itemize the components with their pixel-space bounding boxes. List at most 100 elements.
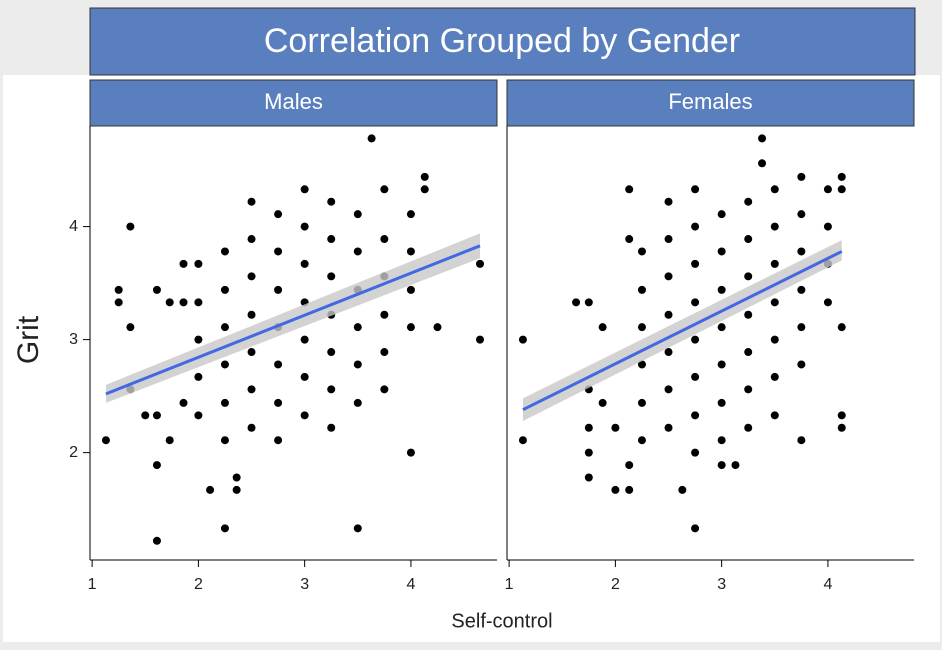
x-tick-label: 2 bbox=[611, 576, 620, 593]
point bbox=[717, 461, 726, 470]
point bbox=[406, 247, 415, 256]
point bbox=[625, 485, 634, 494]
point bbox=[179, 298, 188, 307]
point bbox=[691, 222, 700, 231]
point bbox=[637, 285, 646, 294]
point bbox=[247, 272, 256, 281]
point bbox=[691, 185, 700, 194]
point bbox=[664, 385, 673, 394]
point bbox=[300, 259, 309, 268]
point bbox=[194, 259, 203, 268]
point bbox=[717, 398, 726, 407]
point bbox=[625, 461, 634, 470]
point bbox=[179, 398, 188, 407]
point bbox=[327, 423, 336, 432]
point bbox=[770, 335, 779, 344]
point bbox=[823, 298, 832, 307]
point bbox=[247, 235, 256, 244]
point bbox=[126, 323, 135, 332]
point bbox=[744, 272, 753, 281]
point bbox=[797, 360, 806, 369]
point bbox=[327, 235, 336, 244]
point bbox=[152, 461, 161, 470]
y-tick-label: 4 bbox=[69, 218, 78, 235]
point bbox=[744, 423, 753, 432]
point bbox=[691, 335, 700, 344]
point bbox=[194, 411, 203, 420]
x-tick-label: 4 bbox=[406, 576, 415, 593]
point bbox=[584, 423, 593, 432]
point bbox=[220, 398, 229, 407]
point bbox=[691, 448, 700, 457]
point bbox=[678, 485, 687, 494]
x-tick-label: 3 bbox=[300, 576, 309, 593]
point bbox=[518, 436, 527, 445]
point bbox=[717, 360, 726, 369]
point bbox=[770, 222, 779, 231]
point bbox=[327, 197, 336, 206]
point bbox=[247, 385, 256, 394]
point bbox=[744, 197, 753, 206]
point bbox=[194, 335, 203, 344]
point bbox=[611, 423, 620, 432]
point bbox=[664, 235, 673, 244]
point bbox=[206, 485, 215, 494]
point bbox=[744, 235, 753, 244]
point bbox=[637, 360, 646, 369]
chart-title: Correlation Grouped by Gender bbox=[264, 22, 740, 60]
point bbox=[274, 398, 283, 407]
point bbox=[664, 197, 673, 206]
point bbox=[797, 210, 806, 219]
point bbox=[114, 285, 123, 294]
fit-line bbox=[105, 244, 481, 396]
strip-label: Females bbox=[668, 89, 752, 114]
point bbox=[406, 448, 415, 457]
point bbox=[165, 298, 174, 307]
strip bbox=[506, 79, 915, 127]
point bbox=[797, 285, 806, 294]
point bbox=[837, 423, 846, 432]
point bbox=[837, 172, 846, 181]
point bbox=[380, 235, 389, 244]
point bbox=[274, 285, 283, 294]
point bbox=[691, 524, 700, 533]
point bbox=[584, 448, 593, 457]
point bbox=[179, 259, 188, 268]
point bbox=[770, 259, 779, 268]
point bbox=[353, 323, 362, 332]
point bbox=[194, 298, 203, 307]
x-axis-label: Self-control bbox=[451, 610, 552, 632]
point bbox=[406, 323, 415, 332]
point bbox=[717, 436, 726, 445]
point bbox=[758, 159, 767, 168]
point bbox=[101, 436, 110, 445]
point bbox=[220, 360, 229, 369]
point bbox=[823, 222, 832, 231]
point bbox=[625, 235, 634, 244]
point bbox=[327, 272, 336, 281]
point bbox=[744, 348, 753, 357]
point bbox=[837, 323, 846, 332]
point bbox=[420, 172, 429, 181]
point bbox=[717, 210, 726, 219]
point bbox=[353, 210, 362, 219]
x-tick-label: 3 bbox=[717, 576, 726, 593]
point bbox=[380, 310, 389, 319]
point bbox=[114, 298, 123, 307]
point bbox=[247, 423, 256, 432]
point bbox=[770, 185, 779, 194]
point bbox=[220, 524, 229, 533]
point bbox=[152, 411, 161, 420]
point bbox=[380, 185, 389, 194]
y-tick-label: 3 bbox=[69, 331, 78, 348]
point bbox=[797, 436, 806, 445]
point bbox=[744, 310, 753, 319]
point bbox=[611, 485, 620, 494]
point bbox=[274, 247, 283, 256]
point bbox=[152, 536, 161, 545]
point bbox=[584, 473, 593, 482]
point bbox=[165, 436, 174, 445]
point bbox=[327, 348, 336, 357]
y-axis-label: Grit bbox=[12, 315, 45, 364]
point bbox=[625, 185, 634, 194]
